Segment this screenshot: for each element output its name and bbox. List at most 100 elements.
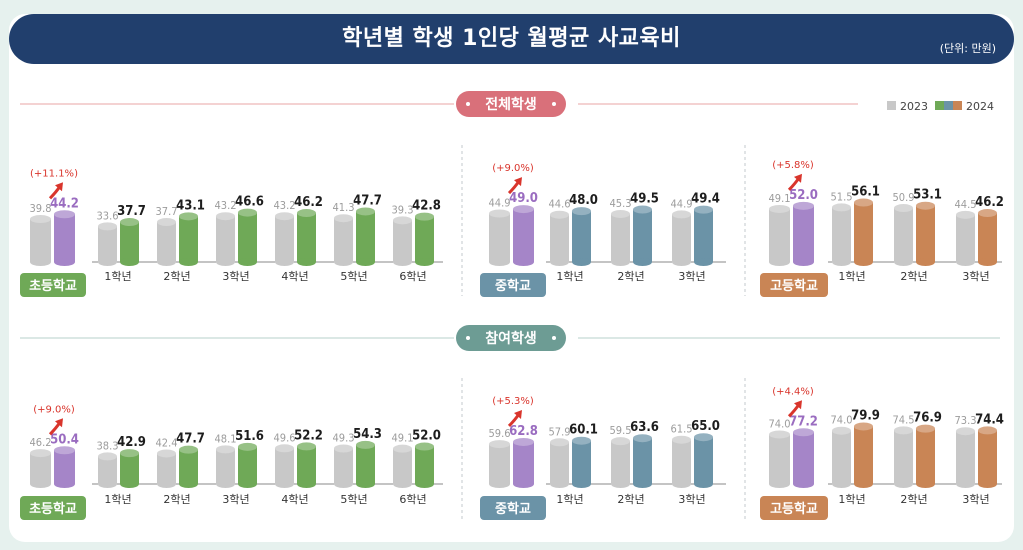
avg-value-2023: 44.9: [488, 197, 510, 210]
category-label: 3학년: [678, 493, 705, 506]
bar-2024: [179, 445, 198, 488]
category-label: 3학년: [222, 270, 249, 283]
avg-change-percent: (+5.3%): [492, 396, 534, 407]
bar-2024: [978, 426, 997, 488]
bar-value-2024: 37.7: [117, 204, 146, 219]
bar-value-2024: 46.2: [975, 195, 1004, 210]
avg-change-percent: (+5.8%): [772, 160, 814, 171]
avg-value-2023: 39.8: [29, 202, 51, 215]
section-pill: [456, 91, 566, 117]
bar-value-2024: 49.5: [630, 192, 659, 207]
section-pill-dot: [552, 336, 556, 340]
category-label: 4학년: [281, 493, 308, 506]
bar-value-2024: 56.1: [851, 185, 880, 200]
bar-2023: [832, 203, 851, 266]
group-middle: 44.949.0(+9.0%)중학교44.648.01학년45.349.52학년…: [480, 163, 726, 297]
bar-2024: [120, 449, 139, 488]
school-badge: [760, 496, 828, 520]
category-label: 2학년: [900, 493, 927, 506]
bar-value-2024: 42.9: [117, 435, 146, 450]
bar-value-2024: 47.7: [353, 193, 382, 208]
bar-2023: [216, 212, 235, 266]
bar-value-2023: 49.3: [332, 432, 354, 445]
bar-value-2023: 57.9: [548, 425, 570, 438]
bar-2024: [415, 212, 434, 266]
avg-value-2023: 46.2: [29, 436, 51, 449]
category-label: 1학년: [556, 270, 583, 283]
legend-swatch-2024-high: [953, 101, 962, 110]
school-badge-label: 중학교: [495, 501, 531, 517]
bar-2023: [550, 438, 569, 488]
category-label: 2학년: [617, 493, 644, 506]
bar-value-2024: 46.2: [294, 195, 323, 210]
bar-2024: [415, 442, 434, 488]
bar-2024: [978, 209, 997, 266]
increase-arrowhead-icon: [794, 400, 802, 410]
avg-value-2023: 74.0: [768, 417, 790, 430]
avg-value-2024: 52.0: [789, 188, 818, 203]
bar-2023: [550, 210, 569, 266]
bar-2023: [956, 210, 975, 266]
avg-value-2024: 62.8: [509, 424, 538, 439]
legend-label-2024: 2024: [966, 100, 994, 113]
bar-2023: [275, 212, 294, 266]
bar-value-2023: 49.6: [273, 431, 295, 444]
section-all-students: 전체학생39.844.2(+11.1%)초등학교33.637.71학년37.74…: [20, 91, 1004, 297]
bar-value-2023: 74.5: [892, 413, 914, 426]
bar-2024: [179, 212, 198, 266]
bar-2024: [854, 422, 873, 488]
avg-value-2023: 49.1: [768, 192, 790, 205]
category-label: 2학년: [900, 270, 927, 283]
bar-value-2023: 74.0: [830, 414, 852, 427]
category-label: 3학년: [962, 270, 989, 283]
category-label: 6학년: [399, 493, 426, 506]
bar-2024: [633, 434, 652, 488]
section-pill-dot: [466, 102, 470, 106]
category-label: 2학년: [617, 270, 644, 283]
unit-note: (단위: 만원): [939, 42, 996, 55]
group-elementary: 39.844.2(+11.1%)초등학교33.637.71학년37.743.12…: [20, 168, 443, 297]
bar-2024: [633, 205, 652, 266]
bar-value-2024: 49.4: [691, 192, 720, 207]
category-label: 5학년: [340, 493, 367, 506]
bar-2024: [238, 208, 257, 266]
bar-2023: [393, 444, 412, 488]
bar-2023: [157, 218, 176, 266]
bar-2023: [611, 437, 630, 488]
school-badge: [760, 273, 828, 297]
legend-swatch-2023: [887, 101, 896, 110]
school-badge-label: 초등학교: [29, 278, 77, 294]
avg-change-percent: (+9.0%): [492, 163, 534, 174]
bar-2023: [672, 435, 691, 488]
bar-value-2023: 59.5: [609, 424, 631, 437]
bar-value-2024: 47.7: [176, 432, 205, 447]
bar-value-2023: 42.4: [155, 436, 177, 449]
school-badge-label: 고등학교: [770, 501, 818, 517]
category-label: 1학년: [104, 270, 131, 283]
bar-value-2023: 39.3: [391, 203, 413, 216]
bar-value-2024: 52.2: [294, 428, 323, 443]
avg-value-2023: 59.6: [488, 427, 510, 440]
increase-arrowhead-icon: [794, 173, 802, 183]
bar-2023: [672, 210, 691, 266]
title-banner: 학년별 학생 1인당 월평균 사교육비 (단위: 만원): [9, 14, 1014, 64]
bar-value-2023: 43.2: [273, 199, 295, 212]
category-label: 3학년: [222, 493, 249, 506]
category-label: 1학년: [104, 493, 131, 506]
bar-value-2024: 79.9: [851, 408, 880, 423]
category-label: 5학년: [340, 270, 367, 283]
school-badge: [480, 273, 546, 297]
school-badge: [20, 273, 86, 297]
category-label: 4학년: [281, 270, 308, 283]
bar-value-2024: 63.6: [630, 420, 659, 435]
bar-value-2023: 44.6: [548, 198, 570, 211]
school-badge: [480, 496, 546, 520]
avg-value-2024: 50.4: [50, 432, 79, 447]
category-label: 2학년: [163, 270, 190, 283]
bar-value-2024: 53.1: [913, 188, 942, 203]
increase-arrowhead-icon: [514, 409, 522, 419]
legend-label-2023: 2023: [900, 100, 928, 113]
category-label: 1학년: [838, 493, 865, 506]
increase-arrowhead-icon: [55, 182, 63, 192]
